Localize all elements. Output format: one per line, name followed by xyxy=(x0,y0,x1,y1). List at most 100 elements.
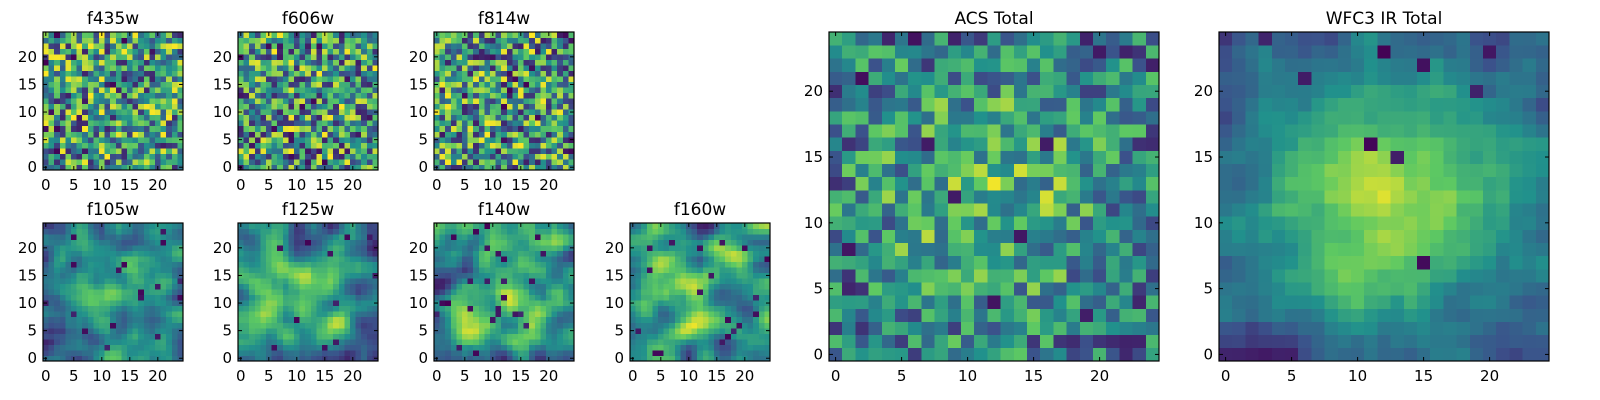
heatmap-cell xyxy=(546,54,552,60)
heatmap-cell xyxy=(540,32,547,38)
heatmap-cell xyxy=(93,294,100,301)
heatmap-cell xyxy=(663,256,670,263)
heatmap-cell xyxy=(238,316,244,323)
heatmap-cell xyxy=(54,103,61,110)
heatmap-cell xyxy=(1093,176,1107,191)
heatmap-cell xyxy=(764,234,771,240)
heatmap-cell xyxy=(361,322,368,329)
heatmap-cell xyxy=(764,338,771,345)
heatmap-cell xyxy=(361,142,368,149)
heatmap-cell xyxy=(316,223,323,229)
heatmap-cell xyxy=(143,136,150,143)
heatmap-cell xyxy=(132,120,139,127)
heatmap-cell xyxy=(93,355,100,362)
heatmap-cell xyxy=(243,164,250,171)
heatmap-cell xyxy=(305,289,312,296)
heatmap-cell xyxy=(121,70,128,77)
heatmap-cell xyxy=(87,344,94,351)
heatmap-cell xyxy=(758,294,765,301)
heatmap-cell xyxy=(271,245,278,251)
heatmap-cell xyxy=(635,316,642,323)
heatmap-cell xyxy=(478,355,485,362)
heatmap-cell xyxy=(355,239,362,246)
heatmap-cell xyxy=(557,147,564,154)
heatmap-cell xyxy=(1013,229,1028,243)
heatmap-cell xyxy=(316,70,323,77)
x-tick-label: 10 xyxy=(92,367,111,385)
heatmap-cell xyxy=(725,344,732,351)
heatmap-cell xyxy=(674,228,681,235)
heatmap-cell xyxy=(568,32,575,38)
heatmap-cell xyxy=(557,316,564,323)
heatmap-cell xyxy=(48,54,55,60)
heatmap-cell xyxy=(546,76,552,83)
heatmap-cell xyxy=(1106,255,1120,270)
heatmap-cell xyxy=(59,109,66,116)
x-tick-label: 15 xyxy=(120,367,139,385)
heatmap-cell xyxy=(121,54,128,60)
heatmap-cell xyxy=(512,294,519,301)
heatmap-cell xyxy=(361,344,368,351)
heatmap-cell xyxy=(82,239,89,246)
heatmap-cell xyxy=(473,228,480,235)
heatmap-cell xyxy=(868,321,883,336)
heatmap-cell xyxy=(557,136,564,143)
heatmap-cell xyxy=(282,120,289,127)
heatmap-cell xyxy=(143,333,150,340)
heatmap-cell xyxy=(450,344,457,351)
heatmap-cell xyxy=(48,316,55,323)
heatmap-cell xyxy=(99,54,105,60)
heatmap-cell xyxy=(540,223,547,229)
heatmap-cell xyxy=(1119,255,1133,270)
heatmap-cell xyxy=(59,245,66,251)
y-tick-label: 15 xyxy=(605,266,624,284)
heatmap-cell xyxy=(143,98,150,105)
heatmap-cell xyxy=(171,333,178,340)
heatmap-cell xyxy=(562,76,569,83)
heatmap-cell xyxy=(557,76,564,83)
heatmap-cell xyxy=(562,294,569,301)
heatmap-cell xyxy=(518,142,524,149)
heatmap-cell xyxy=(115,250,122,257)
heatmap-cell xyxy=(842,268,856,283)
heatmap-cell xyxy=(121,349,128,356)
heatmap-cell xyxy=(310,272,317,279)
heatmap-cell xyxy=(719,322,726,329)
heatmap-cell xyxy=(669,322,676,329)
heatmap-cell xyxy=(254,344,261,351)
heatmap-cell xyxy=(540,59,547,66)
heatmap-cell xyxy=(43,338,49,345)
heatmap-cell xyxy=(646,234,653,240)
heatmap-cell xyxy=(87,228,94,235)
heatmap-cell xyxy=(506,322,513,329)
heatmap-cell xyxy=(71,98,77,105)
heatmap-cell xyxy=(506,43,513,49)
heatmap-cell xyxy=(310,228,317,235)
heatmap-cell xyxy=(143,239,150,246)
heatmap-cell xyxy=(104,76,111,83)
heatmap-cell xyxy=(1040,282,1054,296)
heatmap-cell xyxy=(271,267,278,274)
heatmap-cell xyxy=(450,37,457,44)
heatmap-cell xyxy=(562,164,569,171)
heatmap-cell xyxy=(344,305,351,312)
heatmap-cell xyxy=(680,272,687,279)
heatmap-cell xyxy=(1079,189,1094,204)
heatmap-cell xyxy=(557,131,564,138)
heatmap-cell xyxy=(495,267,502,274)
heatmap-cell xyxy=(434,333,440,340)
heatmap-cell xyxy=(59,283,66,290)
heatmap-cell xyxy=(316,234,323,240)
heatmap-cell xyxy=(115,43,122,49)
heatmap-cell xyxy=(127,125,133,132)
heatmap-cell xyxy=(473,37,480,44)
heatmap-cell xyxy=(138,327,145,334)
heatmap-cell xyxy=(76,109,83,116)
heatmap-cell xyxy=(540,48,547,55)
heatmap-cell xyxy=(829,321,843,336)
heatmap-cell xyxy=(271,256,278,263)
heatmap-cell xyxy=(484,153,491,160)
heatmap-cell xyxy=(372,256,379,263)
heatmap-cell xyxy=(350,294,356,301)
heatmap-cell xyxy=(155,349,161,356)
